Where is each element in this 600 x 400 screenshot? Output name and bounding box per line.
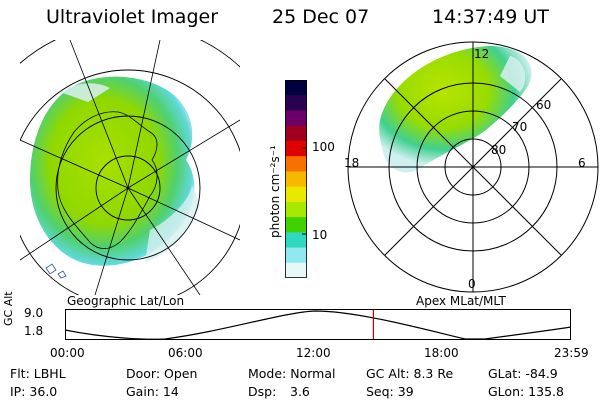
mlt-spokes (348, 42, 598, 292)
colorbar-stripe (285, 232, 307, 249)
altitude-plot (65, 309, 571, 340)
colorbar-stripe (285, 140, 307, 157)
mode-info: Mode: Normal (248, 366, 336, 381)
gain-info: Gain: 14 (126, 384, 179, 399)
colorbar-stripe (285, 217, 307, 233)
dsp-label: Dsp: (248, 384, 277, 399)
door-info: Door: Open (126, 366, 198, 381)
colorbar-stripe (285, 156, 307, 172)
filter-info: Flt: LBHL (10, 366, 66, 381)
glon-info: GLon: 135.8 (488, 384, 564, 399)
colorbar-stripe (285, 171, 307, 188)
mlt-label-0: 0 (468, 277, 476, 291)
longitude-lines (20, 40, 240, 295)
mlt-label-6: 6 (578, 156, 586, 170)
uv-emission-region (30, 76, 195, 266)
date-label: 25 Dec 07 (272, 6, 370, 28)
mlt-label-18: 18 (344, 156, 360, 170)
mlat-label-60: 60 (536, 98, 552, 112)
colorbar-stripe (285, 247, 307, 264)
altitude-ylabel: GC Alt (2, 291, 15, 326)
altitude-ytick-high: 9.0 (24, 306, 44, 320)
xtick-1800: 18:00 (424, 346, 459, 360)
mlt-label-12: 12 (474, 47, 490, 61)
gc-alt-info: GC Alt: 8.3 Re (366, 366, 454, 381)
mlat-label-70: 70 (512, 120, 528, 134)
colorbar-unit-label: photon cm⁻²s⁻¹ (268, 145, 282, 238)
colorbar-stripe (285, 262, 307, 278)
magnetic-polar-panel (347, 41, 599, 293)
colorbar-stripe (285, 186, 307, 203)
ip-info: IP: 36.0 (10, 384, 58, 399)
instrument-title: Ultraviolet Imager (46, 6, 219, 28)
polar-caption: Apex MLat/MLT (416, 294, 506, 308)
xtick-0000: 00:00 (50, 346, 85, 360)
uv-emission-region-polar (379, 46, 532, 173)
colorbar-tick-100: 100 (312, 140, 335, 154)
colorbar-stripe (285, 80, 307, 96)
altitude-curve (65, 310, 571, 340)
xtick-0600: 06:00 (168, 346, 203, 360)
geographic-map-panel (20, 40, 240, 295)
xtick-2359: 23:59 (554, 346, 589, 360)
colorbar-stripe (285, 125, 307, 142)
xtick-1200: 12:00 (296, 346, 331, 360)
glat-info: GLat: -84.9 (488, 366, 558, 381)
colorbar-stripe (285, 95, 307, 111)
latitude-circles (20, 40, 240, 295)
mlat-label-80: 80 (491, 143, 507, 157)
geographic-caption: Geographic Lat/Lon (67, 294, 185, 308)
colorbar-stripe (285, 110, 307, 127)
seq-info: Seq: 39 (366, 384, 414, 399)
altitude-ytick-low: 1.8 (24, 324, 44, 338)
colorbar (285, 80, 307, 278)
colorbar-stripe (285, 201, 307, 218)
colorbar-tick-10: 10 (312, 228, 328, 242)
time-label: 14:37:49 UT (432, 6, 549, 28)
dsp-value: 3.6 (290, 384, 310, 399)
